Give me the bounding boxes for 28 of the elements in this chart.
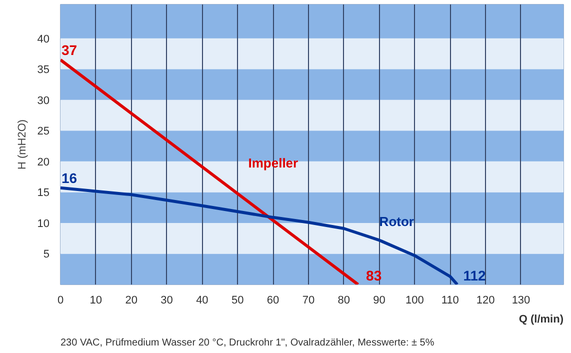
y-tick-label: 10: [37, 218, 50, 230]
text: 230 VAC, Prüfmedium Wasser 20 °C, Druckrohr 1", Ovalradzähler, Messwerte: ± 5%: [60, 338, 434, 348]
x-tick-label: 90: [373, 294, 386, 306]
x-axis-title: Q (l/min): [518, 314, 564, 326]
annotation: 16: [62, 170, 78, 186]
annotation: 37: [62, 42, 78, 58]
y-tick-label: 25: [37, 126, 50, 138]
x-tick-label: 70: [302, 294, 315, 306]
y-tick-label: 30: [37, 94, 50, 107]
line-series: [60, 186, 459, 284]
y-tick-label: 20: [37, 156, 50, 168]
x-tick-label: 130: [512, 294, 530, 306]
x-tick-label: 50: [231, 294, 244, 306]
x-tick-label: 0: [57, 294, 64, 306]
y-axis-title: H (mH2O): [16, 119, 28, 170]
y-tick-label: 35: [37, 64, 50, 76]
x-tick-label: 80: [338, 294, 350, 306]
x-tick-label: 30: [160, 294, 173, 306]
x-tick-label: 60: [266, 294, 280, 306]
y-tick-label: 15: [37, 187, 50, 200]
x-tick-label: 110: [441, 294, 459, 306]
x-tick-label: 20: [125, 294, 138, 306]
x-tick-label: 100: [406, 294, 424, 306]
y-tick-label: 5: [43, 248, 50, 261]
x-tick-label: 10: [90, 294, 102, 306]
x-tick-label: 40: [196, 294, 208, 306]
x-tick-label: 120: [476, 294, 495, 306]
y-tick-label: 40: [37, 33, 50, 46]
